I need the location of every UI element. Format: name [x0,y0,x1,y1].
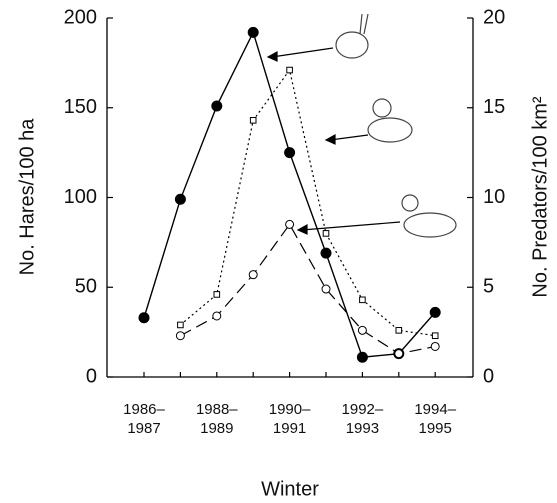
y2-tick-label: 20 [483,6,505,28]
arrow [329,134,369,141]
y-tick-label: 50 [75,276,97,298]
x-tick-label: 1988– 1989 [195,401,238,437]
y-tick-label: 200 [64,6,97,28]
y2-tick-label: 10 [483,186,505,208]
animal-sketches [335,13,457,238]
point [395,327,403,334]
y2-axis-label: No. Predators/100 km² [529,96,551,298]
y-tick-label: 150 [64,96,97,118]
point [138,312,150,324]
point [356,351,368,363]
lynx-icon [367,117,413,143]
y-axis-label: No. Hares/100 ha [16,118,38,276]
arrows [266,47,401,235]
point [359,296,366,304]
point [285,219,295,229]
point [249,117,257,124]
point [430,341,440,351]
point [248,270,258,280]
x-axis-label: Winter [261,478,319,500]
point [284,147,296,159]
point [177,321,184,329]
lynx-head [372,98,392,118]
wolf-icon [403,212,457,238]
point [322,230,330,237]
x-tick-label: 1994– 1995 [414,401,457,437]
wolf-head [401,194,419,212]
y-tick-label: 100 [64,186,97,208]
point [357,325,367,335]
point [429,306,441,318]
point [321,284,331,294]
y2-tick-label: 15 [483,96,505,118]
x-tick-label: 1986– 1987 [123,401,165,437]
y2-tick-label: 0 [483,365,494,387]
arrow [271,47,334,58]
point [431,332,439,340]
hare-ears [359,13,369,35]
x-tick-label: 1990– 1991 [268,401,311,437]
point [286,66,293,74]
y-tick-label: 0 [86,365,97,387]
series-line [180,223,436,355]
point [247,26,259,38]
arrowhead [296,223,308,235]
point [394,349,404,359]
hare-icon [335,31,369,59]
point [213,291,221,298]
y2-tick-label: 5 [483,276,494,298]
point [212,311,222,321]
series-line [143,30,436,359]
arrowhead [324,133,336,145]
arrowhead [266,50,278,62]
point [211,100,223,112]
point [320,247,332,259]
x-tick-label: 1992– 1993 [341,401,384,437]
arrow [301,221,401,231]
point [174,193,186,205]
series-line [180,68,436,337]
point [175,331,185,341]
